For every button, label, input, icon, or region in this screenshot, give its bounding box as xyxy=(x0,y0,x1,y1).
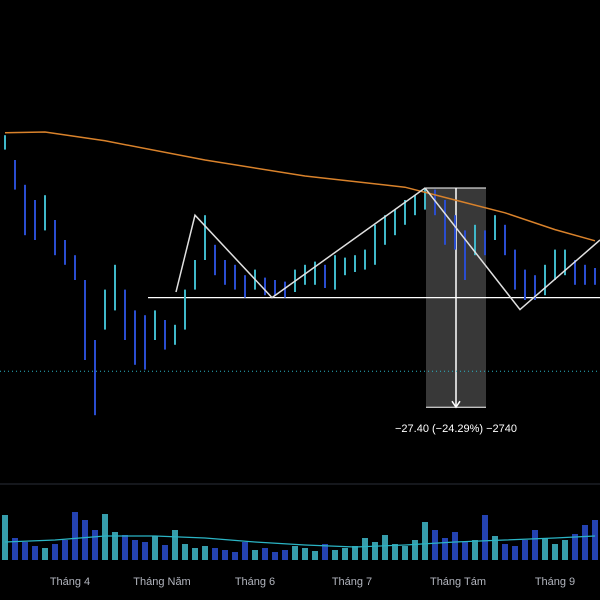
volume-bar xyxy=(522,540,528,560)
volume-bar xyxy=(282,550,288,560)
volume-bar xyxy=(442,538,448,560)
x-tick-label: Tháng 6 xyxy=(235,576,275,588)
volume-bar xyxy=(392,544,398,560)
volume-bar xyxy=(352,546,358,560)
volume-bar xyxy=(222,550,228,560)
moving-average xyxy=(4,131,596,242)
x-tick-label: Tháng 7 xyxy=(332,576,372,588)
measure-arrowhead xyxy=(451,400,461,409)
volume-bar xyxy=(62,540,68,560)
volume-bar xyxy=(182,544,188,560)
x-tick-label: Tháng Tám xyxy=(430,576,486,588)
volume-bar xyxy=(92,530,98,560)
volume-bar xyxy=(12,538,18,560)
volume-bar xyxy=(502,544,508,560)
volume-ma xyxy=(4,535,596,548)
volume-bar xyxy=(492,536,498,560)
volume-bar xyxy=(342,548,348,560)
volume-bar xyxy=(22,542,28,560)
volume-bar xyxy=(292,546,298,560)
volume-bar xyxy=(172,530,178,560)
volume-bar xyxy=(152,536,158,560)
volume-bar xyxy=(372,542,378,560)
volume-bar xyxy=(132,540,138,560)
volume-bar xyxy=(562,540,568,560)
volume-bar xyxy=(112,532,118,560)
x-tick-label: Tháng 4 xyxy=(50,576,90,588)
volume-bar xyxy=(412,540,418,560)
volume-bar xyxy=(432,530,438,560)
volume-bar xyxy=(332,550,338,560)
volume-bar xyxy=(32,546,38,560)
volume-bar xyxy=(2,515,8,560)
x-tick-label: Tháng Năm xyxy=(133,576,190,588)
volume-bar xyxy=(82,520,88,560)
volume-bar xyxy=(122,535,128,560)
volume-bar xyxy=(142,542,148,560)
volume-bar xyxy=(552,544,558,560)
volume-bar xyxy=(402,546,408,560)
volume-bar xyxy=(482,515,488,560)
volume-bar xyxy=(452,532,458,560)
volume-bar xyxy=(592,520,598,560)
volume-bar xyxy=(542,538,548,560)
volume-bar xyxy=(162,545,168,560)
volume-bar xyxy=(382,535,388,560)
volume-bar xyxy=(262,548,268,560)
volume-bar xyxy=(302,548,308,560)
volume-bar xyxy=(102,514,108,560)
volume-bar xyxy=(202,546,208,560)
volume-bar xyxy=(572,534,578,560)
zigzag xyxy=(175,186,600,311)
volume-bar xyxy=(312,551,318,560)
volume-bar xyxy=(322,544,328,560)
volume-bar xyxy=(52,544,58,560)
volume-bar xyxy=(252,550,258,560)
volume-bar xyxy=(462,542,468,560)
measure-label: −27.40 (−24.29%) −2740 xyxy=(395,423,517,435)
x-tick-label: Tháng 9 xyxy=(535,576,575,588)
volume-bar xyxy=(422,522,428,560)
volume-bar xyxy=(362,538,368,560)
volume-bar xyxy=(472,540,478,560)
volume-bar xyxy=(512,546,518,560)
volume-bar xyxy=(242,542,248,560)
volume-bar xyxy=(72,512,78,560)
volume-bar xyxy=(212,548,218,560)
volume-bar xyxy=(582,525,588,560)
volume-bar xyxy=(192,548,198,560)
volume-bar xyxy=(42,548,48,560)
volume-bar xyxy=(272,552,278,560)
volume-bar xyxy=(232,552,238,560)
volume-bar xyxy=(532,530,538,560)
